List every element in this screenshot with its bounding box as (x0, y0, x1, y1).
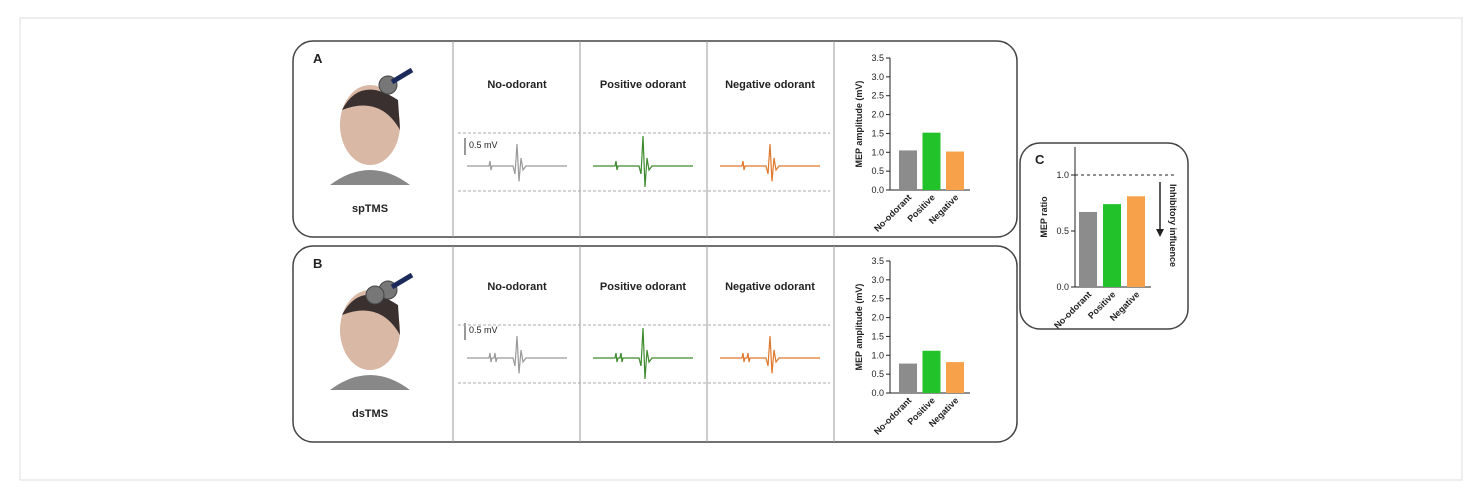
y-tick-label: 3.0 (871, 72, 884, 82)
method-label: spTMS (352, 203, 388, 215)
arrow-head (1156, 229, 1164, 237)
panel-a (292, 40, 1018, 238)
y-tick-label: 1.5 (871, 331, 884, 341)
scale-label: 0.5 mV (469, 325, 498, 335)
condition: No-odorant (487, 79, 547, 91)
bar (922, 350, 941, 393)
mep-trace (593, 327, 693, 380)
y-tick-label: 2.5 (871, 294, 884, 304)
dividers (452, 41, 835, 442)
condition: Negative odorant (725, 281, 815, 293)
y-tick-label: 3.0 (871, 275, 884, 285)
y-tick-label: 1.5 (871, 128, 884, 138)
panel-b (292, 245, 1018, 443)
method-label: dsTMS (352, 408, 388, 420)
panel-label: C (1035, 152, 1045, 167)
bar (1079, 211, 1097, 287)
y-tick-label: 0.0 (871, 185, 884, 195)
bar (922, 132, 941, 190)
annotation: Inhibitory influence (1168, 184, 1178, 267)
bar (946, 362, 964, 393)
hair (342, 89, 400, 130)
coil (365, 285, 385, 305)
y-axis-label: MEP amplitude (mV) (854, 81, 864, 168)
bar (1103, 204, 1121, 287)
y-axis-label: MEP amplitude (mV) (854, 284, 864, 371)
hair (342, 294, 400, 335)
y-tick-label: 2.0 (871, 313, 884, 323)
y-tick-label: 3.5 (871, 256, 884, 266)
shoulders (330, 170, 410, 185)
y-tick-label: 1.0 (871, 147, 884, 157)
y-tick-label: 0.0 (1056, 282, 1069, 292)
mep-trace (467, 143, 567, 182)
mep-trace (720, 335, 820, 374)
coil-handle (390, 272, 414, 290)
mep-trace (467, 335, 567, 374)
bar (899, 150, 917, 190)
y-tick-label: 0.5 (871, 369, 884, 379)
bar (899, 363, 917, 393)
condition: No-odorant (487, 281, 547, 293)
frame (19, 17, 1463, 481)
panel-label: A (313, 51, 323, 66)
condition: Positive odorant (600, 79, 687, 91)
mep-trace (720, 143, 820, 182)
shoulders (330, 375, 410, 390)
panel-c (1019, 142, 1189, 330)
y-tick-label: 3.5 (871, 53, 884, 63)
condition: Positive odorant (600, 281, 687, 293)
y-tick-label: 0.5 (871, 166, 884, 176)
panel-label: B (313, 256, 322, 271)
y-tick-label: 1.0 (871, 350, 884, 360)
y-tick-label: 0.5 (1056, 226, 1069, 236)
y-tick-label: 2.5 (871, 91, 884, 101)
bar (1127, 196, 1145, 287)
mep-trace (593, 135, 693, 188)
y-tick-label: 0.0 (871, 388, 884, 398)
scale-label: 0.5 mV (469, 140, 498, 150)
condition: Negative odorant (725, 79, 815, 91)
y-tick-label: 2.0 (871, 110, 884, 120)
bar (946, 151, 964, 190)
y-tick-label: 1.0 (1056, 170, 1069, 180)
y-axis-label: MEP ratio (1039, 196, 1049, 238)
coil-handle (390, 67, 414, 85)
